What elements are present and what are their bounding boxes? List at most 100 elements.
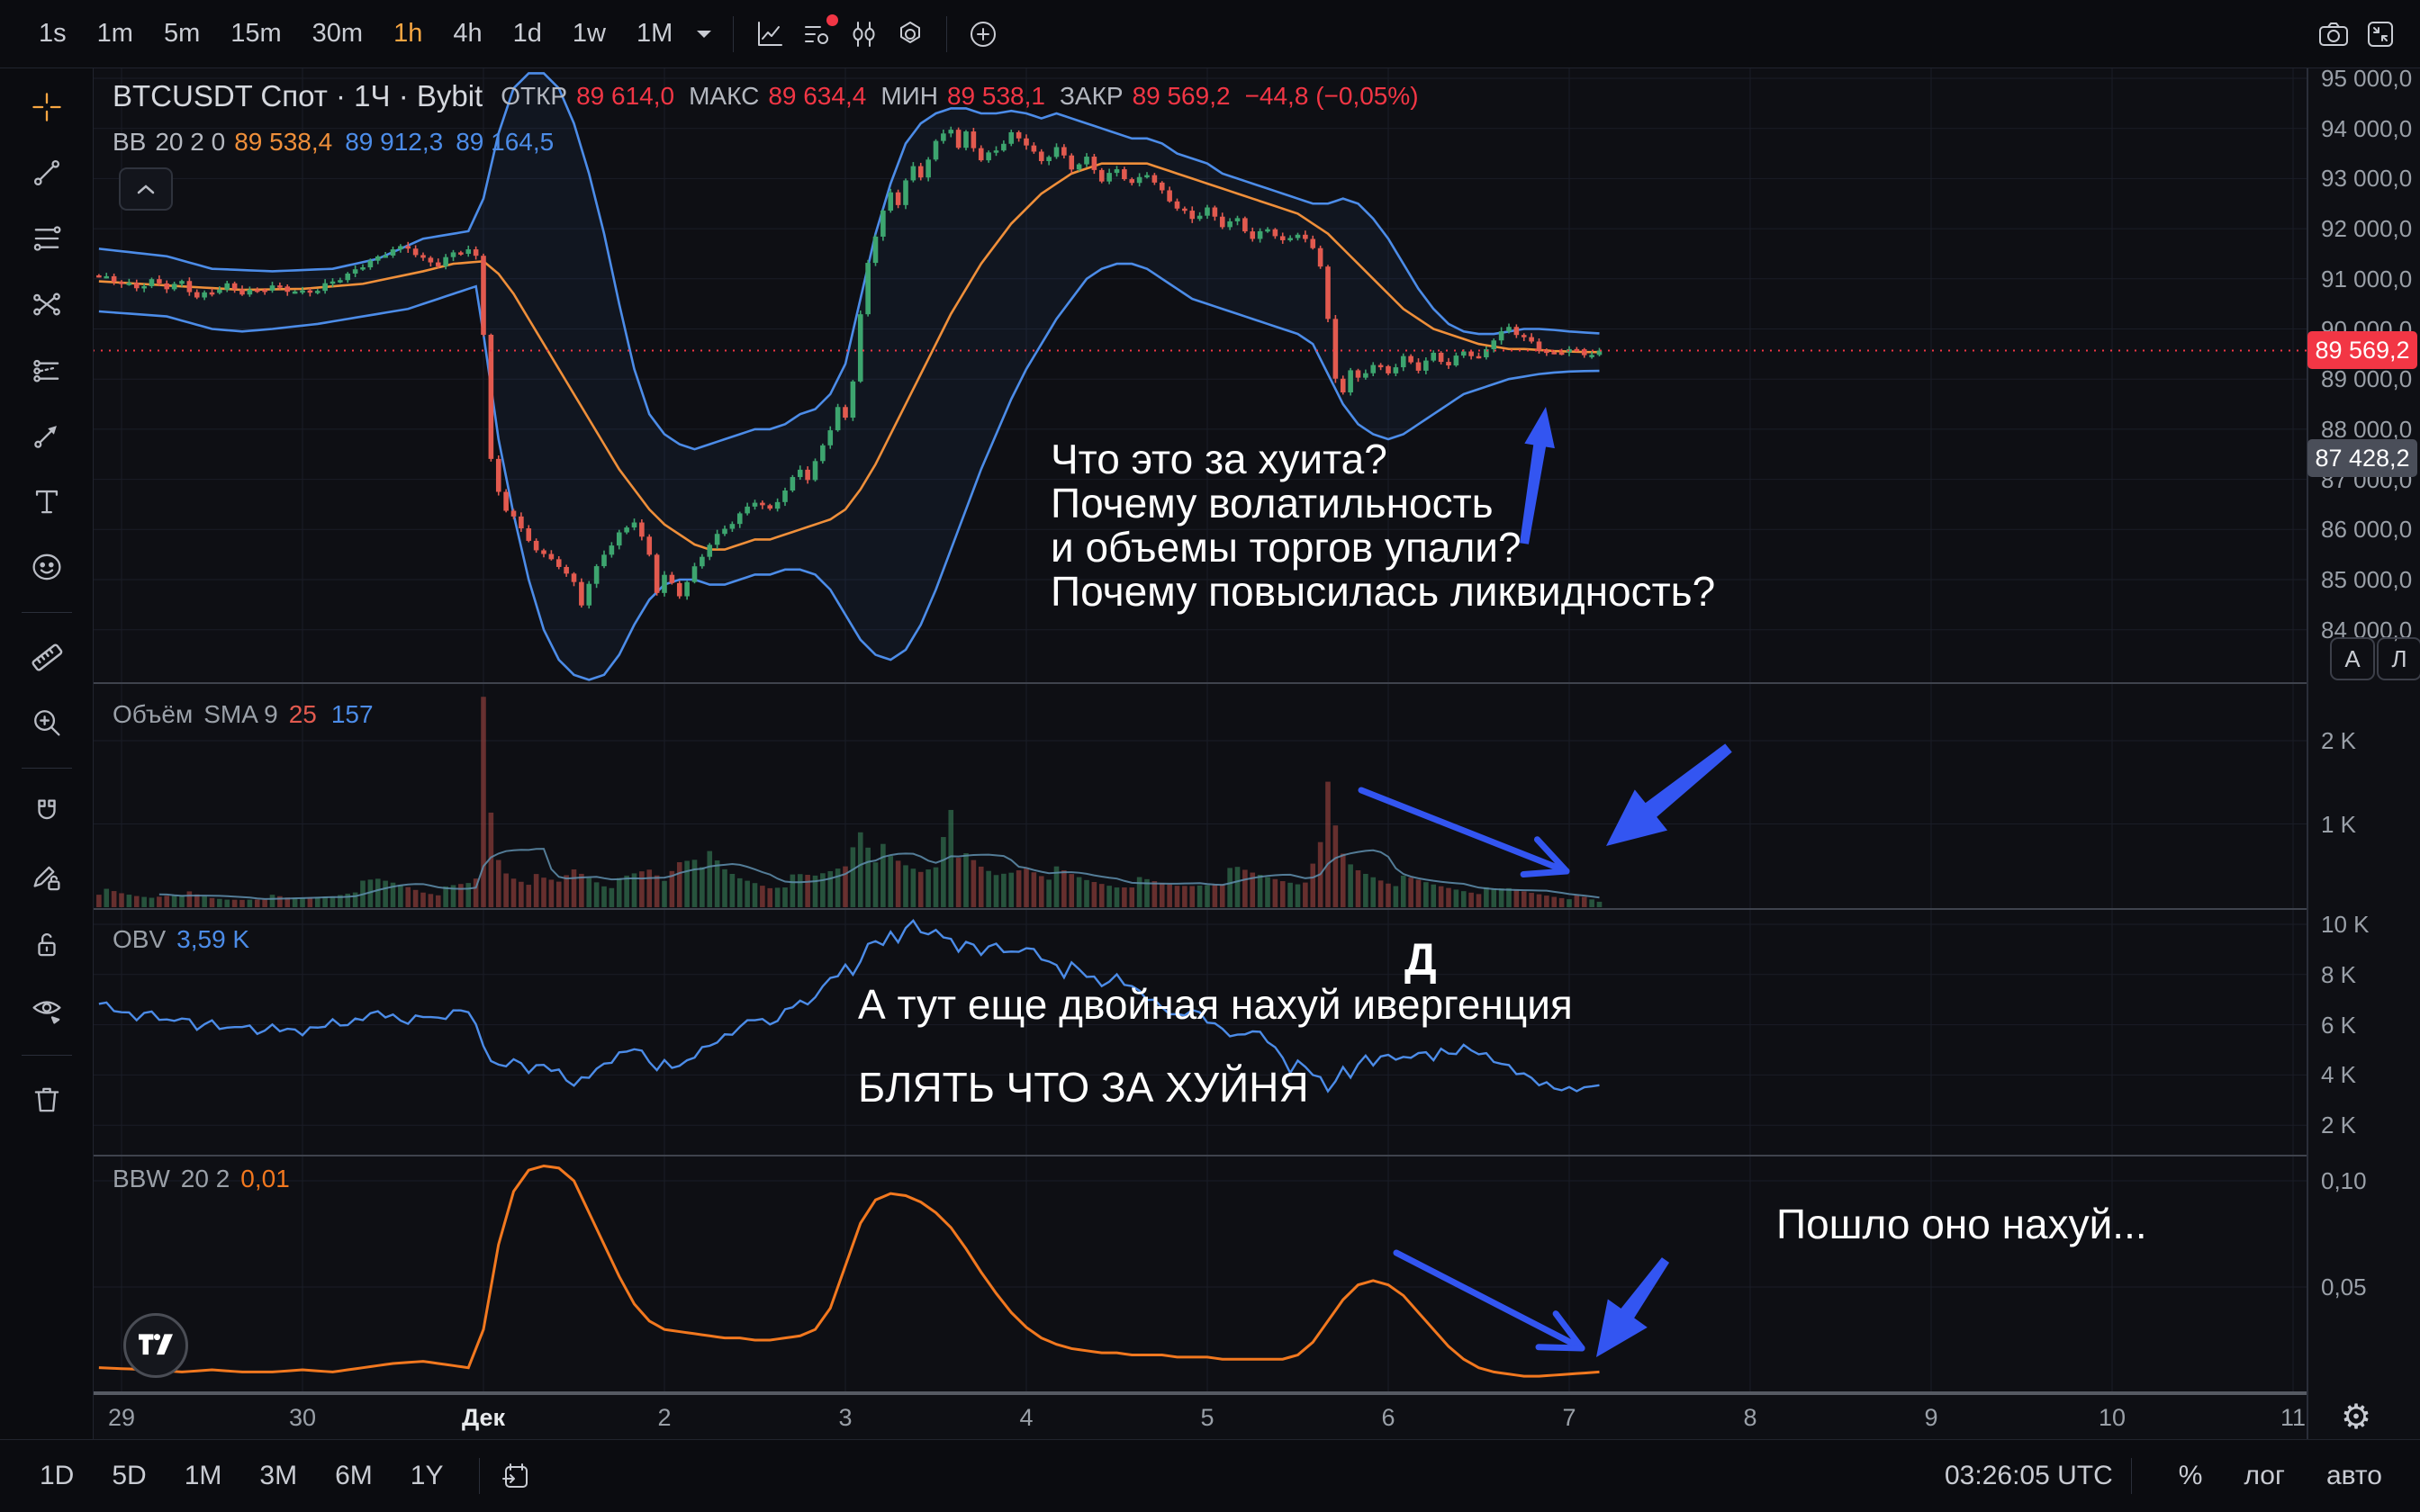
pane-separator[interactable] (93, 1155, 2307, 1156)
collapse-pane-button[interactable] (119, 167, 173, 211)
timeframe-1h[interactable]: 1h (393, 19, 423, 48)
range-1D[interactable]: 1D (40, 1461, 75, 1490)
compare-candles-icon[interactable] (840, 11, 887, 58)
trend-line-icon[interactable] (21, 147, 73, 199)
timeframe-15m[interactable]: 15m (230, 19, 282, 48)
zoom-in-icon[interactable] (21, 697, 73, 749)
annotation-text-0[interactable]: Что это за хуита? Почему волатильность и о… (1051, 436, 1716, 615)
timeframe-5m[interactable]: 5m (163, 19, 201, 48)
axis-tick: 93 000,0 (2321, 165, 2413, 193)
range-3M[interactable]: 3M (259, 1461, 298, 1490)
axis-settings-gear-icon[interactable]: ⚙ (2341, 1399, 2372, 1436)
bb-legend[interactable]: BB 20 2 0 89 538,4 89 912,3 89 164,5 (113, 128, 566, 157)
emoji-icon[interactable] (21, 541, 73, 593)
go-to-date-icon[interactable] (492, 1453, 539, 1499)
auto-scale-button[interactable]: А (2330, 637, 2375, 680)
bbw-legend[interactable]: BBW 20 2 0,01 (113, 1165, 302, 1193)
close-value: 89 569,2 (1132, 82, 1231, 110)
bb-name: BB (113, 128, 147, 156)
time-tick-10: 10 (2098, 1404, 2127, 1431)
pane-separator[interactable] (93, 908, 2307, 910)
obv-name: OBV (113, 925, 167, 953)
drawing-toolbar (0, 68, 94, 1439)
axis-tick: 94 000,0 (2321, 114, 2413, 142)
range-1M[interactable]: 1M (184, 1461, 222, 1490)
volume-legend[interactable]: Объём SMA 9 25 157 (113, 700, 386, 729)
axis-tick: 89 000,0 (2321, 365, 2413, 393)
camera-icon[interactable] (2310, 11, 2357, 58)
sidebar-divider (21, 612, 72, 613)
bb-upper-value: 89 912,3 (345, 128, 444, 156)
volume-value: 25 (288, 700, 317, 728)
clock[interactable]: 03:26:05 UTC (1945, 1461, 2113, 1490)
range-6M[interactable]: 6M (335, 1461, 373, 1490)
annotation-text-3[interactable]: БЛЯТЬ ЧТО ЗА ХУЙНЯ (858, 1064, 1309, 1111)
axis-tick: 91 000,0 (2321, 265, 2413, 292)
percent-scale-button[interactable]: % (2178, 1461, 2203, 1490)
timeframe-1w[interactable]: 1w (572, 19, 606, 48)
time-tick-11: 11 (2280, 1404, 2307, 1431)
obv-value: 3,59 K (176, 925, 250, 953)
timeframe-30m[interactable]: 30m (312, 19, 364, 48)
arrow-tool-icon[interactable] (21, 410, 73, 462)
unlock-icon[interactable] (21, 918, 73, 970)
time-tick-Дек: Дек (461, 1404, 506, 1431)
hide-drawings-icon[interactable] (21, 984, 73, 1036)
timeframe-4h[interactable]: 4h (453, 19, 483, 48)
magnet-icon[interactable] (21, 787, 73, 839)
crosshair-icon[interactable] (21, 81, 73, 133)
axis-tick: 86 000,0 (2321, 516, 2413, 544)
annotation-text-4[interactable]: Пошло оно нахуй... (1776, 1201, 2147, 1247)
axis-tick: 88 000,0 (2321, 415, 2413, 443)
time-tick-4: 4 (1019, 1404, 1034, 1431)
add-icon[interactable] (960, 11, 1007, 58)
axis-tick: 92 000,0 (2321, 215, 2413, 243)
axis-tick: 0,10 (2321, 1167, 2367, 1194)
pane-separator[interactable] (93, 682, 2307, 684)
timeframe-1s[interactable]: 1s (39, 19, 67, 48)
symbol-legend[interactable]: BTCUSDT Спот · 1Ч · Bybit ОТКР 89 614,0 … (113, 79, 1433, 113)
axis-tick: 8 K (2321, 960, 2357, 988)
toolbar-divider (479, 1458, 481, 1494)
ruler-icon[interactable] (21, 631, 73, 683)
range-1Y[interactable]: 1Y (410, 1461, 444, 1490)
range-list: 1D 5D 1M 3M 6M 1Y (25, 1454, 466, 1498)
time-tick-6: 6 (1381, 1404, 1395, 1431)
top-toolbar: 1s 1m 5m 15m 30m 1h 4h 1d 1w 1M (0, 0, 2420, 68)
toolbar-divider (2130, 1458, 2132, 1494)
draw-lock-icon[interactable] (21, 852, 73, 904)
annotation-text-2[interactable]: А тут еще двойная нахуй ивергенция (858, 981, 1573, 1028)
xabcd-pattern-icon[interactable] (21, 278, 73, 330)
indicators-icon[interactable] (793, 11, 840, 58)
timeframe-1m[interactable]: 1m (96, 19, 133, 48)
log-scale-button[interactable]: Л (2377, 637, 2420, 680)
sidebar-divider (21, 1055, 72, 1056)
text-tool-icon[interactable] (21, 475, 73, 527)
low-label: МИН (880, 82, 938, 110)
pane-separator[interactable] (93, 1391, 2307, 1395)
timeframe-dropdown-caret[interactable] (688, 11, 720, 58)
time-tick-2: 2 (657, 1404, 672, 1431)
time-tick-9: 9 (1924, 1404, 1938, 1431)
axis-tick: 95 000,0 (2321, 65, 2413, 92)
high-label: МАКС (689, 82, 760, 110)
range-5D[interactable]: 5D (112, 1461, 147, 1490)
log-scale-toggle[interactable]: лог (2244, 1461, 2285, 1490)
annotation-text-1[interactable]: Д (1404, 934, 1437, 985)
low-value: 89 538,1 (946, 82, 1045, 110)
obv-legend[interactable]: OBV 3,59 K (113, 925, 262, 954)
trash-icon[interactable] (21, 1074, 73, 1126)
timeframe-1d[interactable]: 1d (512, 19, 542, 48)
time-tick-30: 30 (288, 1404, 317, 1431)
projection-icon[interactable] (21, 344, 73, 396)
bbw-params: 20 2 (180, 1165, 230, 1192)
screener-icon[interactable] (887, 11, 934, 58)
toolbar-divider (733, 15, 735, 52)
time-tick-3: 3 (838, 1404, 853, 1431)
timeframe-1M[interactable]: 1M (636, 19, 673, 48)
minimize-icon[interactable] (2357, 11, 2404, 58)
auto-scale-toggle[interactable]: авто (2325, 1461, 2382, 1490)
fib-lines-icon[interactable] (21, 212, 73, 265)
chart-style-icon[interactable] (746, 11, 793, 58)
bbw-value: 0,01 (240, 1165, 290, 1192)
